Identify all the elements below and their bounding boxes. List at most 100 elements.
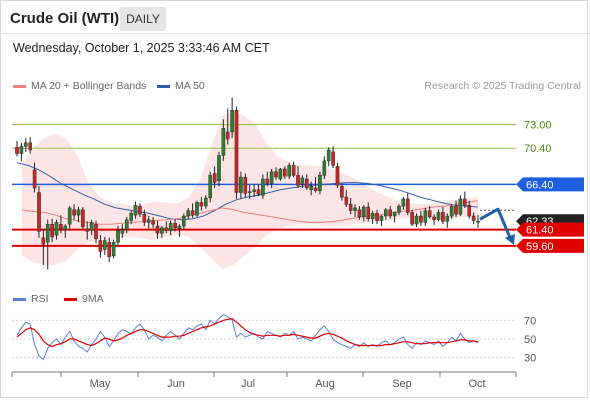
- candle-body: [81, 209, 85, 228]
- candle-body: [476, 220, 480, 223]
- candle-body: [278, 168, 283, 180]
- candle-body: [50, 223, 54, 238]
- candle-body: [427, 210, 432, 218]
- candle-body: [388, 209, 393, 217]
- candle-body: [41, 237, 46, 245]
- legend-rsi: RSI: [13, 293, 49, 305]
- ma50-swatch: [157, 84, 170, 88]
- support-61-40-label: 61.40: [526, 225, 554, 237]
- candle-body: [274, 171, 278, 178]
- legend-ma20: MA 20 + Bollinger Bands: [13, 80, 146, 92]
- candle-body: [155, 225, 160, 234]
- candle-body: [449, 205, 454, 217]
- ma20-swatch: [13, 84, 26, 88]
- candle-body: [24, 142, 28, 147]
- support-59-60-tag: [516, 238, 584, 253]
- candle-body: [423, 210, 428, 223]
- candle-body: [138, 205, 142, 215]
- candle-body: [107, 242, 111, 258]
- candle-body: [384, 209, 388, 217]
- timeframe-button[interactable]: DAILY: [120, 7, 166, 31]
- candle-body: [305, 178, 309, 189]
- candle-body: [261, 178, 265, 196]
- support-59-60-label: 59.60: [526, 241, 554, 253]
- candle-body: [19, 146, 24, 154]
- candle-body: [217, 155, 221, 181]
- candle-body: [348, 204, 353, 211]
- candle-body: [362, 206, 366, 218]
- candle-body: [265, 178, 270, 184]
- candle-body: [102, 240, 107, 250]
- candle-body: [300, 177, 305, 185]
- candle-body: [37, 192, 41, 232]
- candle-body: [85, 228, 89, 232]
- candle-body: [471, 215, 476, 221]
- candle-body: [370, 213, 375, 219]
- rsi-tick-70: 70: [524, 315, 536, 327]
- candle-body: [208, 175, 213, 199]
- ma50-label: MA 50: [175, 80, 205, 92]
- candle-body: [28, 142, 33, 151]
- rsi-label: RSI: [31, 293, 49, 305]
- pivot-66-40-label: 66.40: [526, 179, 554, 191]
- candle-body: [59, 223, 63, 229]
- candle-body: [160, 227, 164, 234]
- candle-body: [98, 240, 103, 252]
- candle-body: [45, 223, 50, 243]
- rsi-line: [16, 314, 479, 361]
- candle-body: [252, 189, 256, 192]
- candle-body: [111, 242, 116, 257]
- candle-body: [287, 165, 292, 177]
- month-label-may: May: [90, 378, 111, 390]
- month-label-jun: Jun: [167, 378, 185, 390]
- research-credit: Research © 2025 Trading Central: [424, 80, 581, 92]
- candle-body: [353, 207, 357, 211]
- candle-body: [230, 109, 234, 133]
- month-label-aug: Aug: [315, 378, 335, 390]
- candle-body: [309, 185, 314, 190]
- rsi-ma-label: 9MA: [82, 293, 104, 305]
- legend-ma50: MA 50: [157, 80, 205, 92]
- month-label-sep: Sep: [392, 378, 412, 390]
- candle-body: [410, 212, 414, 225]
- candle-body: [67, 207, 72, 225]
- rsi-tick-50: 50: [524, 334, 536, 346]
- candle-body: [406, 198, 410, 213]
- candle-body: [269, 171, 274, 184]
- candle-body: [146, 219, 151, 223]
- candle-body: [445, 215, 450, 222]
- candle-body: [212, 173, 217, 183]
- rsi-tick-30: 30: [524, 353, 536, 365]
- candle-body: [401, 198, 406, 207]
- month-label-jul: Jul: [241, 378, 255, 390]
- candle-body: [164, 227, 169, 231]
- candle-body: [318, 175, 322, 191]
- report-datetime: Wednesday, October 1, 2025 3:33:46 AM CE…: [13, 41, 270, 55]
- candle-body: [54, 222, 59, 236]
- candle-body: [291, 165, 296, 176]
- candle-body: [168, 223, 173, 231]
- candle-body: [357, 209, 362, 218]
- candle-body: [177, 225, 182, 229]
- candle-body: [454, 205, 458, 215]
- candle-body: [256, 189, 261, 195]
- candle-body: [436, 212, 441, 220]
- candle-body: [239, 176, 243, 193]
- instrument-title: Crude Oil (WTI): [10, 10, 120, 27]
- candle-body: [129, 213, 134, 221]
- legend-rsi-ma: 9MA: [64, 293, 104, 305]
- candle-body: [414, 215, 419, 225]
- candle-body: [94, 223, 98, 239]
- candle-body: [32, 169, 37, 189]
- candle-body: [199, 202, 204, 207]
- month-label-oct: Oct: [468, 378, 485, 390]
- candle-body: [181, 215, 186, 227]
- resistance-70-40-label: 70.40: [524, 143, 552, 155]
- candle-body: [63, 225, 68, 230]
- candle-body: [467, 204, 472, 217]
- candle-body: [195, 202, 199, 216]
- ma50-line: [16, 162, 479, 221]
- candle-body: [419, 215, 423, 223]
- candle-body: [432, 216, 436, 220]
